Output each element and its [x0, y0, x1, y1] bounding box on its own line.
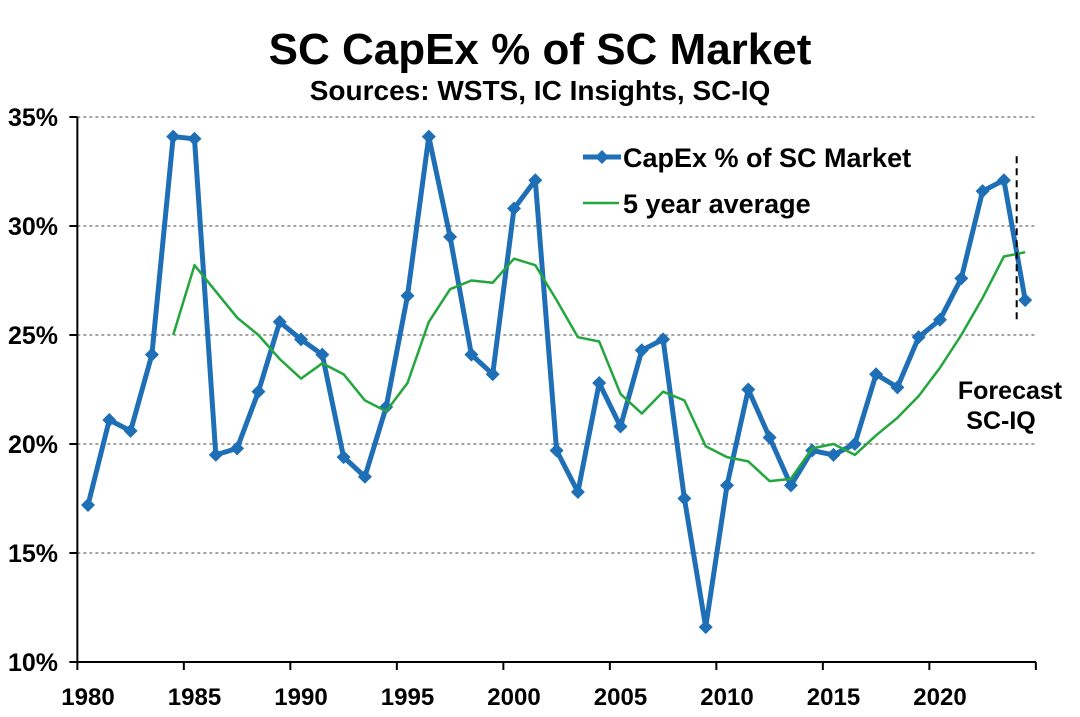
capex-series-line — [85, 134, 1028, 630]
y-tick-label: 35% — [8, 104, 58, 132]
forecast-label: Forecast — [958, 377, 1063, 405]
capex-data-point — [826, 447, 841, 462]
capex-data-point — [741, 382, 756, 397]
axes: 10% 15% 20% 25% 30% 35% 1980 1985 1990 1995 2000 20… — [8, 104, 1037, 711]
capex-data-point — [570, 484, 585, 499]
capex-data-point — [783, 478, 798, 493]
capex-data-point — [123, 423, 138, 438]
capex-data-point — [1018, 293, 1033, 308]
gridlines — [77, 116, 1036, 554]
capex-data-point — [208, 447, 223, 462]
x-tick-label: 2000 — [487, 684, 540, 711]
chart-subtitle: Sources: WSTS, IC Insights, SC-IQ — [310, 75, 771, 106]
capex-data-point — [677, 491, 692, 506]
capex-data-point — [975, 184, 990, 199]
legend-item-capex: CapEx % of SC Market — [583, 143, 911, 173]
x-tick-label: 1990 — [274, 684, 327, 711]
capex-data-point — [272, 314, 287, 329]
capex-data-point — [357, 469, 372, 484]
x-tick-label: 2020 — [913, 684, 966, 711]
x-tick-label: 2005 — [594, 684, 647, 711]
legend-capex-diamond-marker — [595, 150, 609, 164]
capex-data-point — [230, 441, 245, 456]
capex-data-point — [187, 131, 202, 146]
capex-data-point — [698, 620, 713, 635]
forecast-source-label: SC-IQ — [966, 407, 1035, 435]
legend-average-label: 5 year average — [623, 189, 811, 219]
y-tick-label: 10% — [8, 649, 58, 677]
capex-data-point — [592, 375, 607, 390]
capex-data-point — [528, 173, 543, 188]
y-tick-label: 20% — [8, 431, 58, 459]
capex-data-point — [996, 173, 1011, 188]
capex-data-point — [485, 367, 500, 382]
capex-data-point — [443, 229, 458, 244]
y-tick-label: 30% — [8, 213, 58, 241]
capex-data-point — [294, 332, 308, 347]
capex-data-point — [315, 347, 330, 362]
capex-data-point — [144, 347, 159, 362]
x-tick-label: 1995 — [381, 684, 434, 711]
capex-data-point — [507, 201, 521, 216]
x-tick-label: 1985 — [168, 684, 221, 711]
x-tick-label: 2015 — [807, 684, 860, 711]
capex-data-point — [336, 450, 351, 465]
capex-data-point — [81, 498, 95, 513]
legend-capex-label: CapEx % of SC Market — [623, 143, 911, 173]
capex-data-point — [166, 129, 181, 144]
capex-data-point — [720, 478, 734, 493]
capex-data-point — [102, 413, 117, 428]
capex-data-point — [890, 380, 905, 395]
y-tick-label: 15% — [8, 540, 58, 568]
y-tick-label: 25% — [8, 322, 58, 350]
capex-data-point — [911, 330, 926, 345]
capex-data-point — [251, 384, 266, 399]
capex-data-point — [634, 343, 649, 358]
capex-data-point — [847, 437, 862, 451]
x-tick-label: 2010 — [700, 684, 753, 711]
legend: CapEx % of SC Market 5 year average — [583, 143, 911, 219]
capex-data-point — [762, 430, 777, 445]
forecast-annotation: Forecast SC-IQ — [958, 156, 1063, 435]
x-tick-label: 1980 — [61, 684, 114, 711]
capex-data-point — [613, 419, 628, 434]
legend-item-five-year-average: 5 year average — [583, 189, 811, 219]
capex-data-point — [954, 271, 969, 286]
capex-data-point — [464, 347, 479, 362]
capex-data-point — [869, 367, 884, 382]
chart-title: SC CapEx % of SC Market — [269, 25, 812, 74]
capex-data-point — [656, 332, 671, 347]
capex-data-point — [933, 312, 947, 327]
capex-data-point — [549, 443, 564, 458]
series-layer — [81, 129, 1033, 635]
capex-data-point — [421, 129, 436, 144]
five-year-average-line — [172, 250, 1026, 483]
capex-data-point — [400, 288, 415, 303]
